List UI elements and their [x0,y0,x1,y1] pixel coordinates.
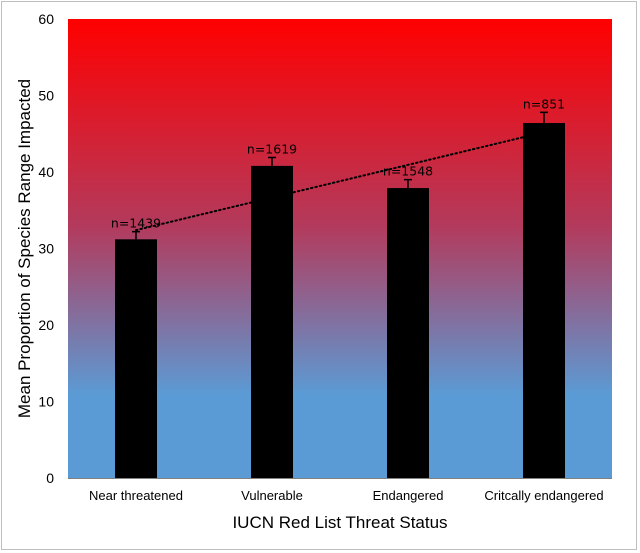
x-category-label: Critcally endangered [484,488,603,503]
y-tick-label: 50 [38,88,54,104]
bar [115,239,157,478]
plot-area-background [68,19,612,478]
trendline [135,131,545,232]
bar [387,188,429,478]
y-axis-title: Mean Proportion of Species Range Impacte… [15,79,34,418]
y-tick-label: 30 [38,241,54,257]
sample-size-label: n=1439 [111,216,161,231]
bar [251,165,293,478]
sample-size-label: n=851 [523,96,565,111]
sample-size-labels: n=1439 n=1619 n=1548 n=851 [111,96,565,230]
y-axis: 0 10 20 30 40 50 60 [38,11,54,486]
x-category-label: Vulnerable [241,488,303,503]
x-category-label: Endangered [373,488,444,503]
error-bars [132,111,548,240]
sample-size-label: n=1619 [247,141,297,156]
sample-size-label: n=1548 [383,164,433,179]
bars [115,123,565,478]
x-category-label: Near threatened [89,488,183,503]
y-tick-label: 20 [38,317,54,333]
y-tick-label: 10 [38,394,54,410]
bar [523,123,565,478]
y-tick-label: 0 [46,470,54,486]
y-tick-label: 60 [38,11,54,27]
x-axis: Near threatened Vulnerable Endangered Critc… [68,478,612,503]
y-tick-label: 40 [38,164,54,180]
x-axis-title: IUCN Red List Threat Status [232,513,447,532]
